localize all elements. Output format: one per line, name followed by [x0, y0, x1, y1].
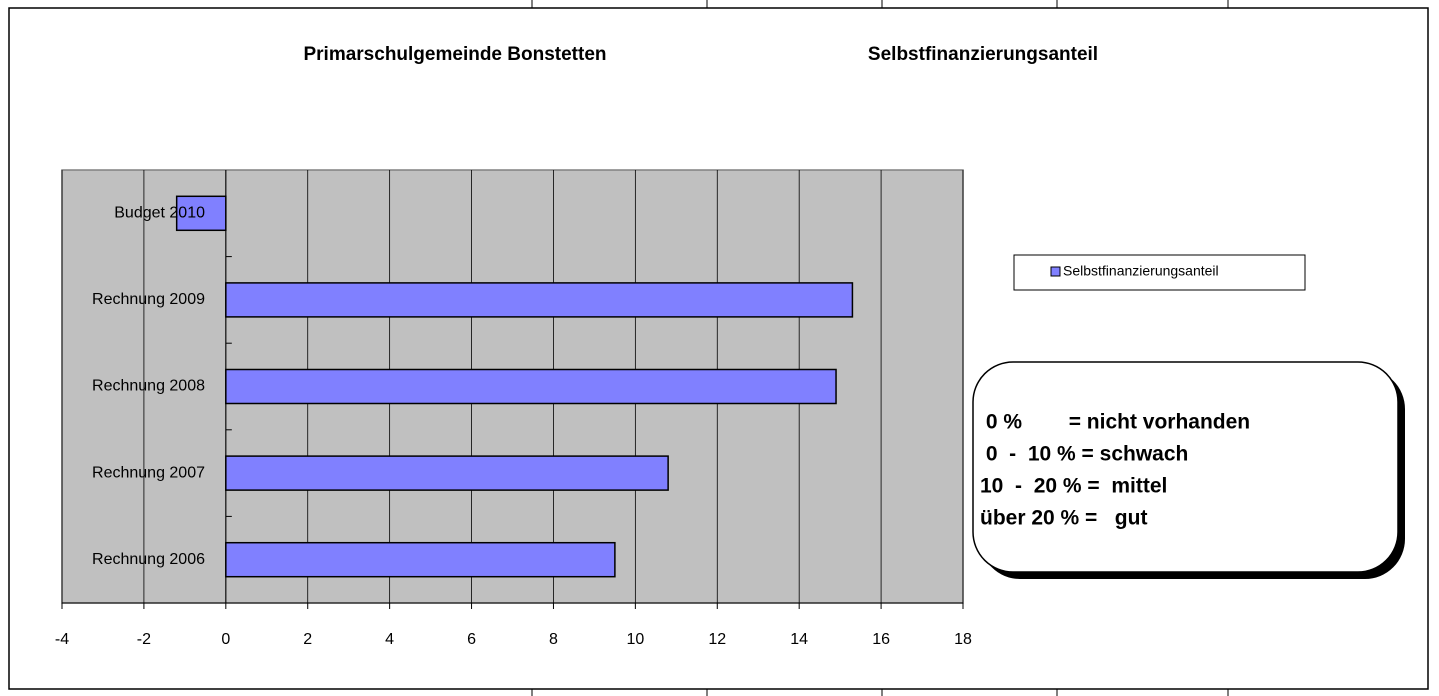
x-tick-label: 2	[303, 631, 312, 648]
x-tick-label: -4	[55, 631, 69, 648]
y-tick-label: Rechnung 2006	[92, 551, 205, 568]
bar	[225, 455, 669, 491]
note-line: 0 - 10 % = schwach	[980, 443, 1188, 466]
x-tick-label: 10	[626, 631, 644, 648]
x-tick-label: 18	[954, 631, 972, 648]
note-box	[972, 361, 1399, 573]
legend-label: Selbstfinanzierungsanteil	[1063, 263, 1219, 279]
x-tick-label: 16	[872, 631, 890, 648]
bar	[225, 541, 616, 578]
y-tick-label: Budget 2010	[114, 205, 205, 222]
bar	[175, 195, 227, 232]
note-line: über 20 % = gut	[980, 507, 1147, 530]
note-line: 10 - 20 % = mittel	[980, 475, 1167, 498]
bar	[225, 368, 837, 405]
legend	[1013, 254, 1306, 291]
chart-subtitle: Selbstfinanzierungsanteil	[868, 44, 1098, 65]
chart-title: Primarschulgemeinde Bonstetten	[303, 44, 606, 65]
x-tick-label: 4	[385, 631, 394, 648]
sheet-lines	[531, 0, 1229, 696]
x-tick-label: 8	[549, 631, 558, 648]
x-tick-label: 0	[221, 631, 230, 648]
x-tick-label: 6	[467, 631, 476, 648]
note-line: 0 % = nicht vorhanden	[980, 411, 1250, 434]
x-tick-label: 12	[708, 631, 726, 648]
bar	[225, 282, 854, 318]
y-tick-label: Rechnung 2007	[92, 464, 205, 481]
legend-swatch	[1050, 266, 1061, 277]
y-tick-label: Rechnung 2009	[92, 291, 205, 308]
x-tick-label: 14	[790, 631, 808, 648]
y-tick-label: Rechnung 2008	[92, 378, 205, 395]
x-tick-label: -2	[137, 631, 151, 648]
